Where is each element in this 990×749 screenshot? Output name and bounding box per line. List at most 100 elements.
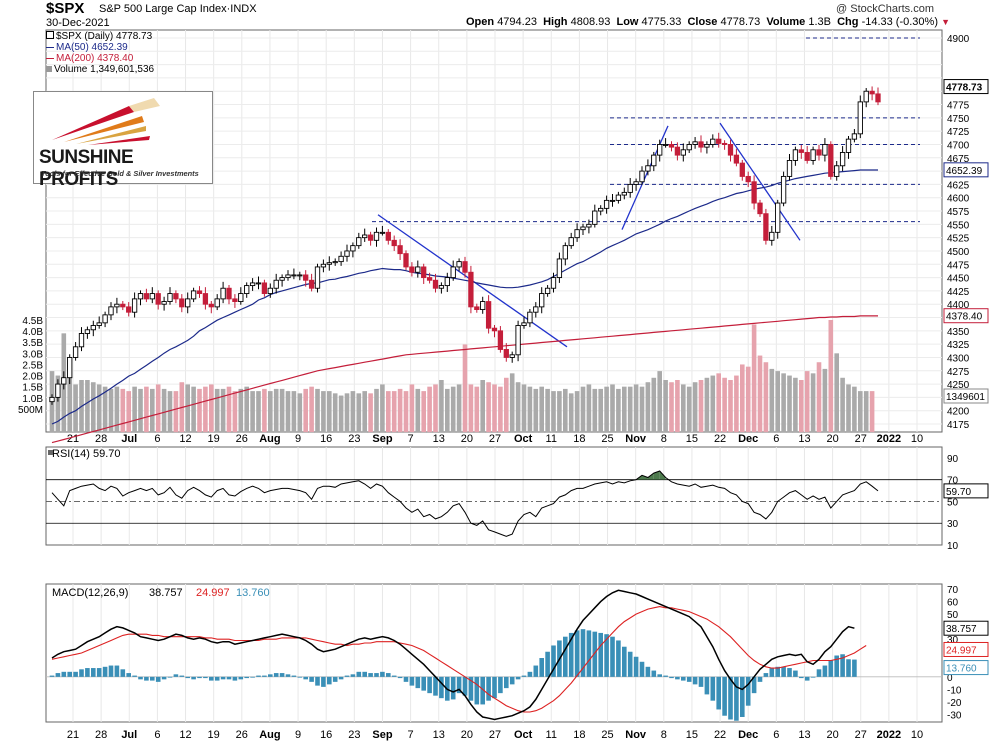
- x-tick-label-macd: 18: [573, 729, 585, 741]
- macd-histogram-bar: [740, 676, 745, 717]
- candle-body: [120, 303, 126, 308]
- candle-body: [657, 144, 663, 156]
- macd-histogram-bar: [521, 675, 527, 677]
- price-tick-label: 4175: [947, 420, 970, 431]
- price-tick-label: 4675: [947, 154, 970, 165]
- volume-bar: [67, 362, 72, 433]
- candle-body: [96, 322, 102, 326]
- candle-body: [662, 144, 669, 146]
- macd-histogram-bar: [173, 674, 179, 677]
- macd-histogram-bar: [704, 676, 710, 695]
- macd-histogram-bar: [209, 676, 214, 681]
- trend-line: [621, 125, 669, 230]
- macd-histogram-bar: [539, 658, 544, 677]
- macd-histogram-bar: [356, 671, 362, 677]
- volume-bar: [126, 391, 131, 433]
- volume-bar: [574, 391, 580, 433]
- volume-bar: [315, 388, 320, 433]
- candle-body: [255, 282, 262, 285]
- macd-histogram-bar: [96, 668, 102, 677]
- volume-value: 1.3B: [808, 16, 831, 28]
- macd-histogram-bar: [545, 651, 550, 677]
- macd-histogram-bar: [120, 669, 126, 677]
- macd-histogram-bar: [250, 676, 255, 678]
- volume-bar: [822, 368, 828, 433]
- volume-tick-label: 4.5B: [22, 316, 43, 327]
- volume-bar: [580, 386, 586, 433]
- volume-bar: [509, 373, 515, 433]
- candle-body: [857, 101, 863, 135]
- volume-bar: [250, 391, 255, 433]
- macd-histogram-bar: [716, 676, 721, 710]
- x-tick-label-macd: 10: [911, 729, 923, 741]
- ma50-badge-box: [943, 162, 989, 178]
- volume-bar: [545, 388, 550, 433]
- macd-histogram-bar: [763, 673, 769, 677]
- price-tick-label: 4400: [947, 300, 970, 311]
- macd-histogram-bar: [386, 673, 391, 677]
- volume-bar: [279, 388, 285, 433]
- macd-histogram-bar: [350, 674, 356, 677]
- volume-bar: [285, 391, 291, 433]
- volume-bar: [161, 388, 167, 433]
- price-tick-label: 4750: [947, 114, 970, 125]
- volume-bar: [332, 393, 338, 433]
- candle-body: [686, 144, 692, 151]
- volume-bar: [869, 391, 875, 433]
- macd-histogram-bar: [91, 668, 96, 677]
- macd-histogram-bar: [651, 670, 657, 677]
- x-tick-label-price: 18: [573, 433, 585, 445]
- candle-body: [533, 306, 539, 313]
- volume-bar: [456, 384, 462, 433]
- candle-body: [633, 181, 639, 185]
- price-tick-label: 4500: [947, 247, 970, 258]
- x-tick-label-price: Jul: [121, 433, 137, 445]
- macd-histogram-bar: [568, 632, 574, 677]
- volume-bar: [627, 386, 633, 433]
- stockcharts-watermark[interactable]: @ StockCharts.com: [836, 3, 934, 15]
- candle-body: [190, 290, 197, 300]
- macd-histogram-bar: [793, 670, 798, 677]
- volume-bar: [728, 380, 733, 433]
- macd-histogram-bar: [256, 675, 261, 677]
- candle-body: [680, 149, 686, 156]
- close-label: Close: [687, 16, 718, 28]
- x-tick-label-macd: 9: [295, 729, 301, 741]
- x-tick-label-price: 25: [601, 433, 613, 445]
- candle-body: [220, 287, 226, 300]
- volume-bar: [681, 384, 686, 433]
- high-label: High: [543, 16, 568, 28]
- candle-body: [828, 144, 834, 177]
- macd-histogram-bar: [244, 676, 249, 679]
- x-tick-label-price: 27: [489, 433, 501, 445]
- volume-bar: [114, 386, 120, 433]
- sun-rays-logo-icon: [52, 98, 160, 145]
- candle-body: [745, 175, 751, 183]
- volume-bar: [433, 384, 438, 433]
- macd-histogram-bar: [504, 676, 509, 689]
- volume-bar: [256, 391, 261, 433]
- candle-body: [739, 162, 745, 177]
- macd-histogram-bar: [303, 676, 308, 680]
- volume-bar: [610, 384, 615, 433]
- volume-bar: [863, 391, 869, 433]
- macd-histogram-bar: [327, 676, 332, 685]
- volume-bar: [598, 388, 603, 433]
- macd-histogram-bar: [55, 673, 61, 677]
- candle-body: [173, 293, 179, 300]
- candle-body: [592, 210, 598, 225]
- x-tick-label-macd: 20: [826, 729, 838, 741]
- macd-histogram-bar: [273, 673, 279, 677]
- volume-bar: [368, 393, 373, 433]
- rsi-badge: 59.70: [946, 487, 971, 498]
- macd-histogram-bar: [332, 676, 338, 682]
- x-tick-label-macd: 6: [154, 729, 160, 741]
- x-tick-label-macd: Jul: [121, 729, 137, 741]
- macd-histogram-bar: [179, 675, 185, 677]
- close-value: 4778.73: [720, 16, 761, 28]
- rsi-tick-label: 90: [947, 454, 959, 465]
- candle-body: [639, 170, 645, 183]
- x-tick-label-price: 26: [236, 433, 248, 445]
- volume-bar: [321, 391, 326, 433]
- candle-body: [556, 258, 563, 279]
